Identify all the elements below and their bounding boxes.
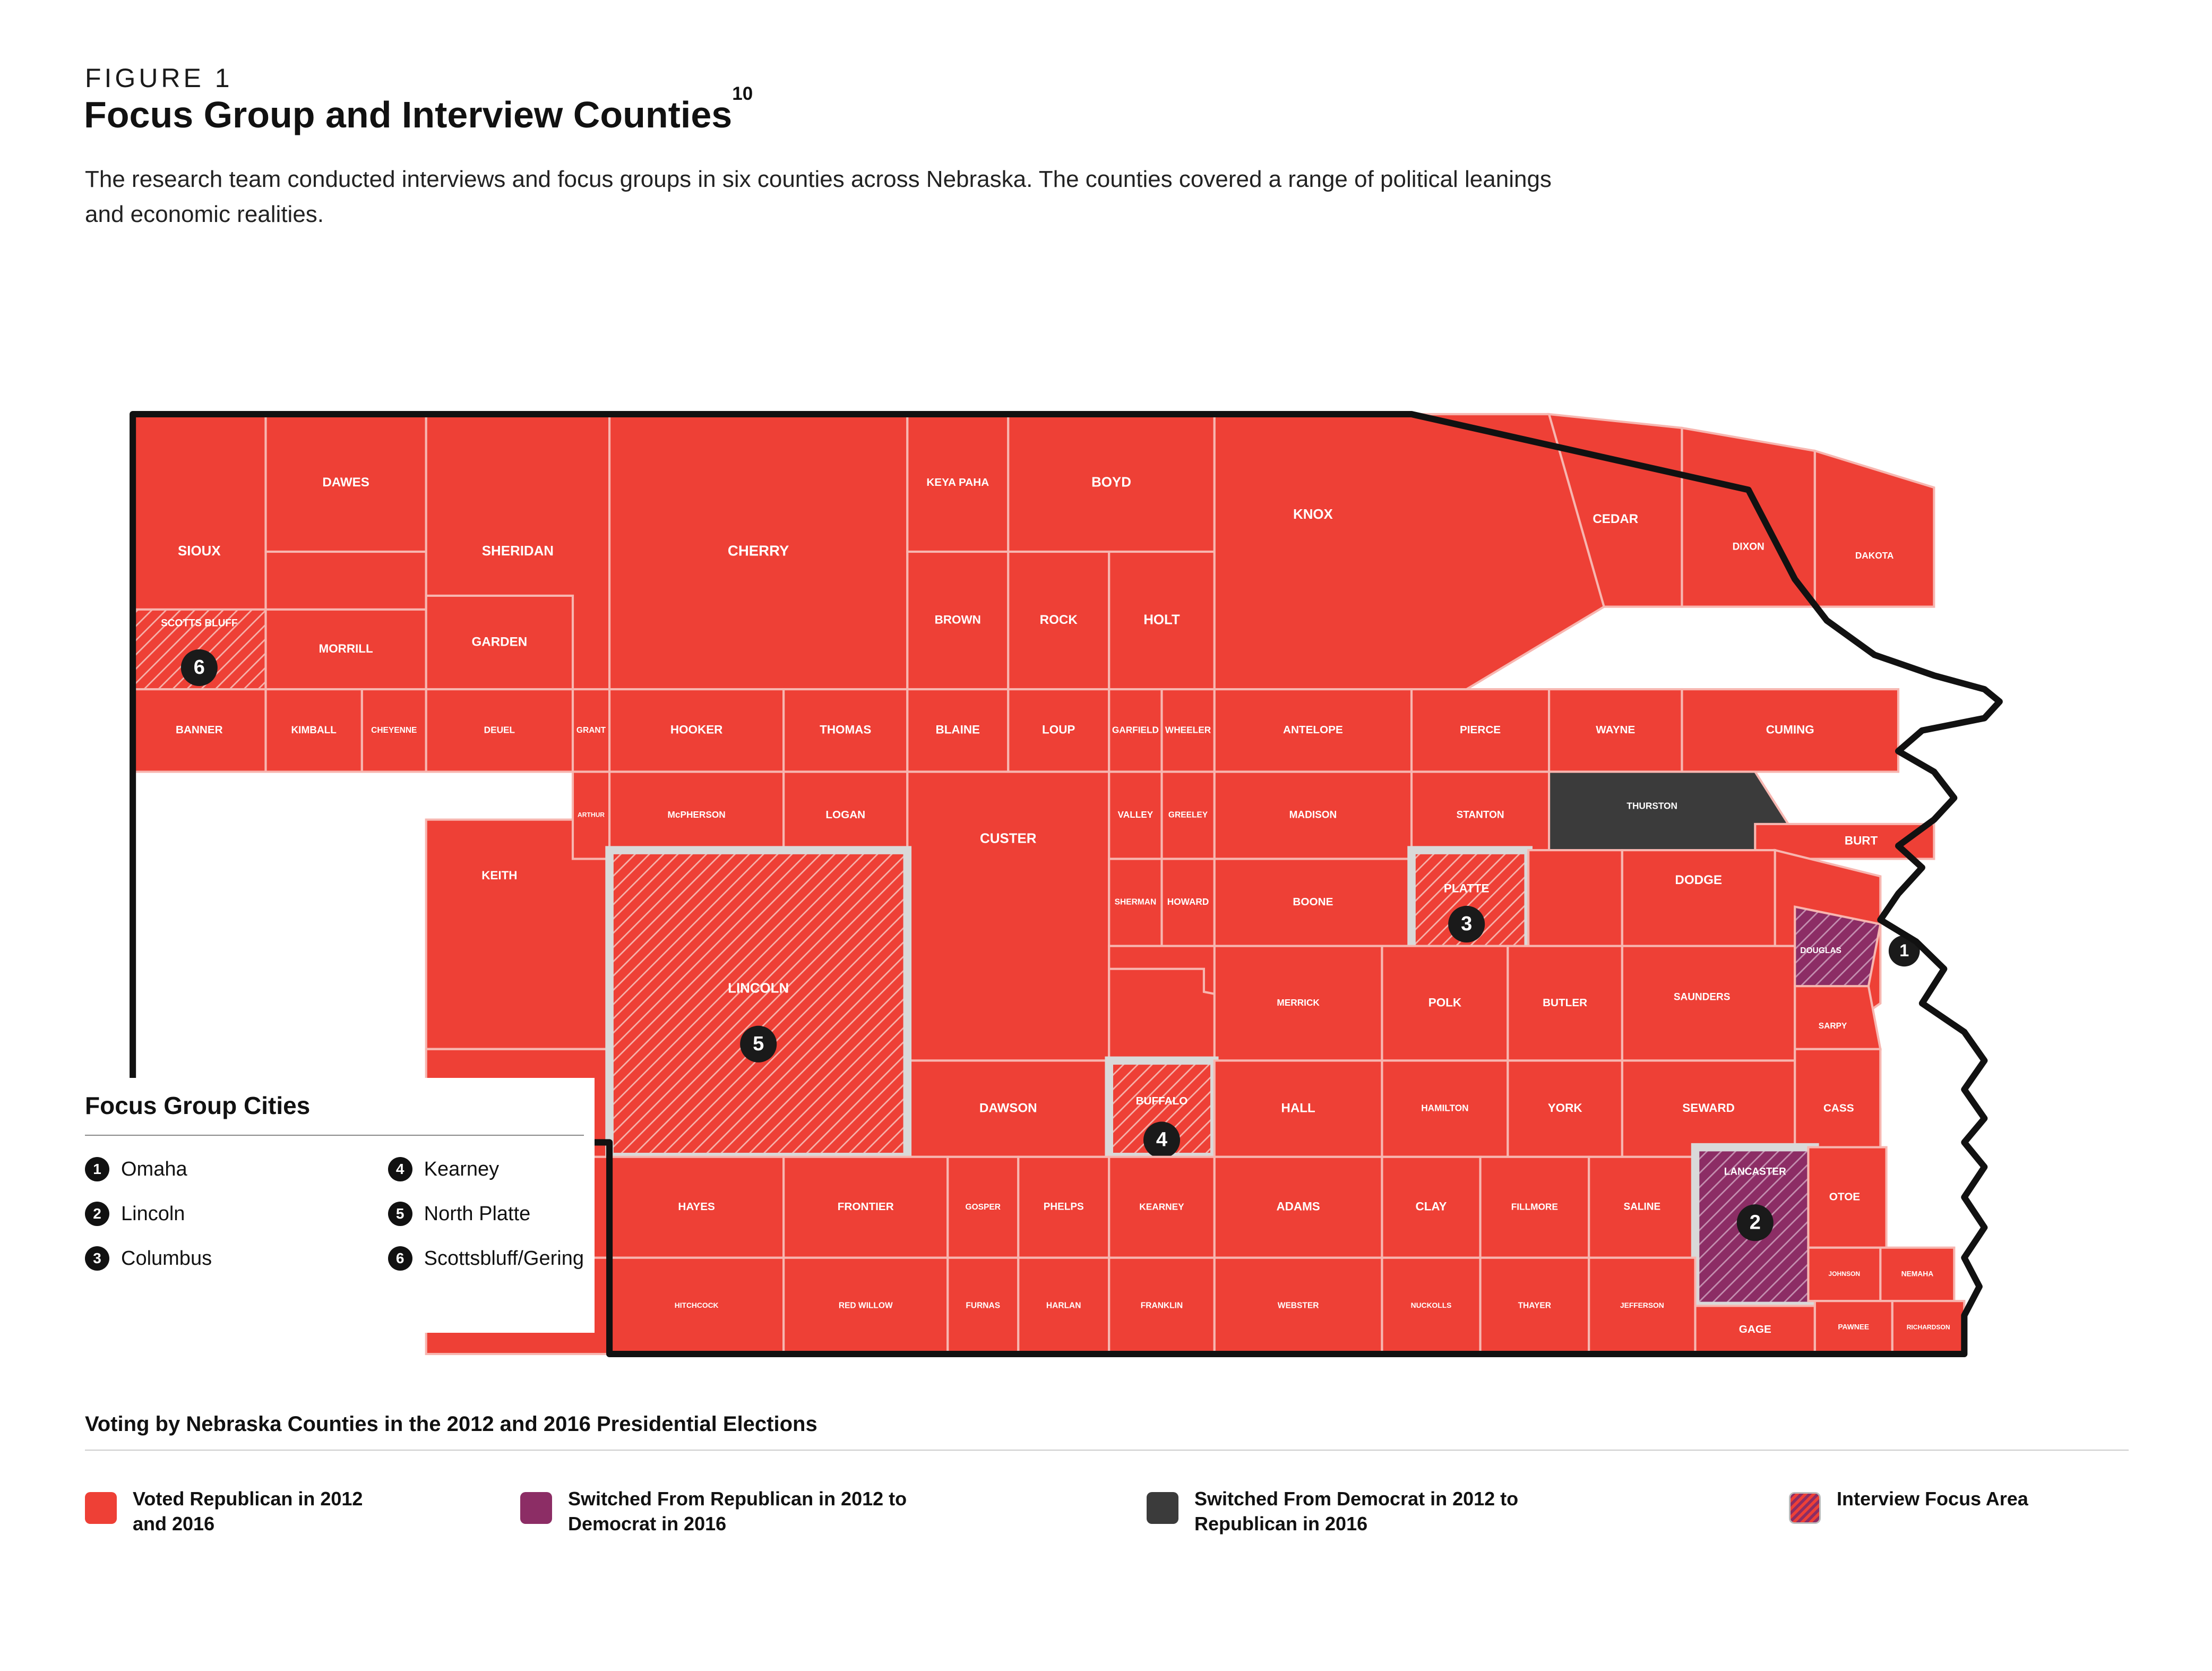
svg-text:KEARNEY: KEARNEY — [1139, 1201, 1184, 1212]
svg-text:HOWARD: HOWARD — [1167, 896, 1209, 907]
svg-text:1: 1 — [1899, 941, 1909, 960]
svg-text:THOMAS: THOMAS — [820, 723, 871, 736]
svg-text:LOUP: LOUP — [1042, 723, 1075, 736]
svg-text:GAGE: GAGE — [1739, 1323, 1771, 1335]
svg-text:BUFFALO: BUFFALO — [1136, 1095, 1188, 1107]
svg-text:CASS: CASS — [1823, 1102, 1854, 1115]
svg-text:WEBSTER: WEBSTER — [1278, 1301, 1319, 1310]
svg-text:KNOX: KNOX — [1293, 507, 1333, 522]
svg-text:MORRILL: MORRILL — [319, 642, 373, 655]
svg-text:DEUEL: DEUEL — [484, 724, 515, 735]
svg-text:PIERCE: PIERCE — [1460, 724, 1501, 736]
svg-text:NEMAHA: NEMAHA — [1901, 1270, 1934, 1278]
svg-text:WAYNE: WAYNE — [1596, 724, 1635, 736]
svg-text:MERRICK: MERRICK — [1277, 997, 1320, 1008]
svg-text:2: 2 — [1750, 1211, 1761, 1233]
svg-text:4: 4 — [1156, 1129, 1167, 1151]
svg-text:GOSPER: GOSPER — [966, 1203, 1001, 1212]
svg-text:DODGE: DODGE — [1675, 873, 1722, 887]
svg-text:SARPY: SARPY — [1819, 1022, 1847, 1031]
svg-text:KIMBALL: KIMBALL — [291, 725, 337, 736]
svg-text:BOONE: BOONE — [1293, 896, 1333, 908]
svg-text:HITCHCOCK: HITCHCOCK — [675, 1301, 719, 1309]
svg-text:BROWN: BROWN — [935, 613, 981, 626]
svg-text:HAMILTON: HAMILTON — [1421, 1103, 1468, 1113]
svg-text:6: 6 — [194, 656, 205, 679]
svg-text:FURNAS: FURNAS — [966, 1301, 1000, 1310]
svg-text:CLAY: CLAY — [1415, 1200, 1447, 1213]
svg-text:HOLT: HOLT — [1143, 612, 1180, 627]
svg-text:FRONTIER: FRONTIER — [838, 1201, 894, 1213]
svg-text:CUMING: CUMING — [1766, 723, 1814, 736]
svg-text:SALINE: SALINE — [1624, 1202, 1661, 1213]
svg-text:ANTELOPE: ANTELOPE — [1283, 724, 1343, 736]
svg-text:BANNER: BANNER — [176, 724, 223, 736]
svg-text:HAYES: HAYES — [678, 1201, 715, 1213]
svg-text:SHERMAN: SHERMAN — [1115, 898, 1157, 907]
svg-text:GRANT: GRANT — [576, 726, 606, 735]
svg-text:LANCASTER: LANCASTER — [1724, 1167, 1786, 1178]
svg-text:PHELPS: PHELPS — [1044, 1202, 1084, 1213]
svg-text:HARLAN: HARLAN — [1046, 1301, 1081, 1310]
svg-text:SIOUX: SIOUX — [178, 544, 221, 559]
svg-text:GARFIELD: GARFIELD — [1112, 724, 1159, 735]
svg-text:BLAINE: BLAINE — [936, 723, 980, 736]
svg-text:THAYER: THAYER — [1518, 1301, 1551, 1310]
svg-text:DIXON: DIXON — [1733, 541, 1765, 552]
svg-text:RICHARDSON: RICHARDSON — [1907, 1323, 1950, 1331]
svg-text:OTOE: OTOE — [1829, 1191, 1861, 1203]
svg-text:GARDEN: GARDEN — [472, 635, 528, 649]
svg-text:DAWSON: DAWSON — [979, 1101, 1037, 1115]
svg-text:POLK: POLK — [1428, 996, 1461, 1009]
svg-text:SCOTTS BLUFF: SCOTTS BLUFF — [161, 618, 237, 629]
svg-text:CHERRY: CHERRY — [728, 542, 789, 559]
svg-text:DAKOTA: DAKOTA — [1855, 550, 1894, 561]
svg-text:JOHNSON: JOHNSON — [1828, 1270, 1860, 1278]
svg-text:MADISON: MADISON — [1289, 810, 1337, 821]
svg-text:RED WILLOW: RED WILLOW — [839, 1301, 893, 1310]
svg-text:McPHERSON: McPHERSON — [667, 809, 725, 820]
svg-text:ADAMS: ADAMS — [1276, 1200, 1320, 1213]
svg-text:CUSTER: CUSTER — [980, 831, 1037, 846]
svg-text:ARTHUR: ARTHUR — [578, 811, 605, 819]
svg-text:FRANKLIN: FRANKLIN — [1141, 1301, 1183, 1310]
svg-text:LINCOLN: LINCOLN — [728, 981, 789, 996]
svg-text:GREELEY: GREELEY — [1168, 811, 1208, 820]
svg-text:YORK: YORK — [1548, 1101, 1582, 1115]
svg-text:PAWNEE: PAWNEE — [1838, 1323, 1869, 1331]
svg-text:DOUGLAS: DOUGLAS — [1800, 946, 1841, 955]
svg-text:JEFFERSON: JEFFERSON — [1620, 1301, 1664, 1309]
svg-text:ROCK: ROCK — [1040, 613, 1078, 627]
svg-text:DAWES: DAWES — [322, 475, 369, 490]
svg-text:HALL: HALL — [1281, 1101, 1315, 1115]
svg-text:KEYA PAHA: KEYA PAHA — [926, 476, 989, 489]
svg-text:NUCKOLLS: NUCKOLLS — [1411, 1301, 1452, 1309]
svg-text:THURSTON: THURSTON — [1626, 801, 1677, 811]
svg-text:3: 3 — [1461, 913, 1472, 935]
svg-text:KEITH: KEITH — [481, 869, 517, 882]
svg-text:5: 5 — [753, 1033, 764, 1055]
svg-text:PLATTE: PLATTE — [1444, 882, 1490, 895]
svg-text:LOGAN: LOGAN — [825, 809, 865, 821]
svg-text:WHEELER: WHEELER — [1165, 724, 1211, 735]
svg-text:SHERIDAN: SHERIDAN — [482, 544, 554, 559]
svg-text:BOYD: BOYD — [1091, 475, 1131, 490]
svg-text:SAUNDERS: SAUNDERS — [1674, 992, 1731, 1003]
svg-text:VALLEY: VALLEY — [1118, 809, 1154, 820]
svg-text:CEDAR: CEDAR — [1593, 512, 1638, 526]
svg-text:STANTON: STANTON — [1457, 810, 1504, 821]
svg-text:SEWARD: SEWARD — [1682, 1101, 1734, 1115]
svg-text:CHEYENNE: CHEYENNE — [371, 726, 417, 735]
svg-text:HOOKER: HOOKER — [670, 723, 722, 736]
svg-text:FILLMORE: FILLMORE — [1511, 1201, 1558, 1212]
svg-text:BURT: BURT — [1845, 834, 1878, 847]
svg-text:BUTLER: BUTLER — [1543, 997, 1587, 1009]
